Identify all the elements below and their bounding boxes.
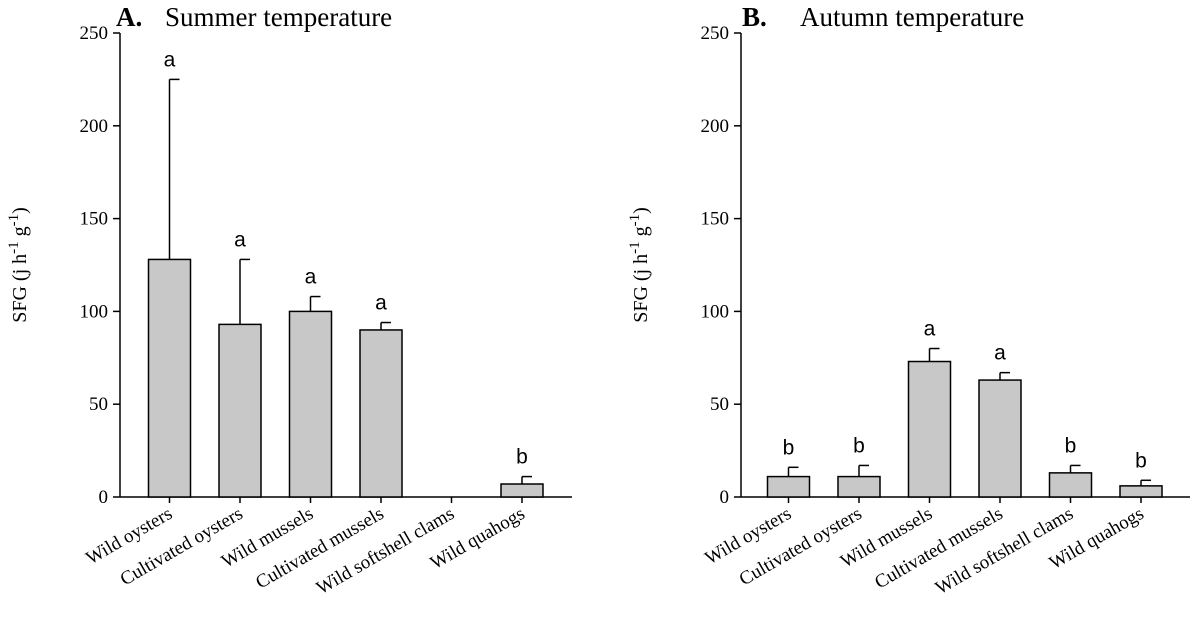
significance-label: a [375,292,387,315]
category-label: Cultivated oysters [736,503,866,590]
y-tick-label: 200 [701,116,730,137]
bar [288,310,333,498]
y-axis-label-superscript: -1 [627,214,643,227]
y-tick-label: 200 [80,116,109,137]
y-axis-label-part: ) [9,207,31,214]
y-axis-label-part: g [9,226,31,241]
y-tick-label: 0 [720,487,730,508]
bar [766,475,811,498]
y-tick-label: 0 [99,487,109,508]
significance-label: b [516,446,528,469]
significance-label: a [994,342,1006,365]
y-axis-label-part: g [630,226,652,241]
significance-label: a [234,228,246,251]
bar [359,329,403,498]
panel-letter: A. [116,2,142,32]
y-axis-label-part: SFG (j h [630,254,652,323]
y-tick-label: 250 [80,23,109,44]
significance-label: b [1135,449,1147,472]
significance-label: b [1065,434,1077,457]
bar [218,323,262,498]
bar [907,360,952,498]
y-axis-label-part: ) [630,207,652,214]
y-axis-label-superscript: -1 [627,241,643,254]
y-tick-label: 100 [701,301,730,322]
significance-label: b [853,434,865,457]
y-axis-label: SFG (j h-1 g-1) [6,207,31,323]
y-tick-label: 150 [701,209,730,230]
y-axis-label-superscript: -1 [6,214,22,227]
bar [1119,485,1163,498]
y-axis-label: SFG (j h-1 g-1) [627,207,652,323]
y-tick-label: 50 [89,394,108,415]
y-tick-label: 250 [701,23,730,44]
bar [978,379,1022,498]
bar [837,475,881,498]
panel-letter: B. [742,2,767,32]
significance-label: b [783,436,795,459]
category-label: Cultivated oysters [117,503,247,590]
y-tick-label: 150 [80,209,109,230]
y-axis-label-superscript: -1 [6,241,22,254]
bar [147,258,192,498]
chart-panel-b: B. Autumn temperature 0 50 100 150 200 250 SFG (… [627,2,1190,599]
chart-title: Summer temperature [165,2,392,32]
y-tick-label: 100 [80,301,109,322]
chart-panel-a: A. Summer temperature 0 50 100 150 200 250 SFG (… [6,2,572,599]
y-axis-label-part: SFG (j h [9,254,31,323]
chart-title: Autumn temperature [800,2,1024,32]
bar [500,483,544,498]
y-tick-label: 50 [710,394,729,415]
bar [1048,472,1093,498]
significance-label: a [164,48,176,71]
significance-label: a [305,266,317,289]
significance-label: a [924,318,936,341]
